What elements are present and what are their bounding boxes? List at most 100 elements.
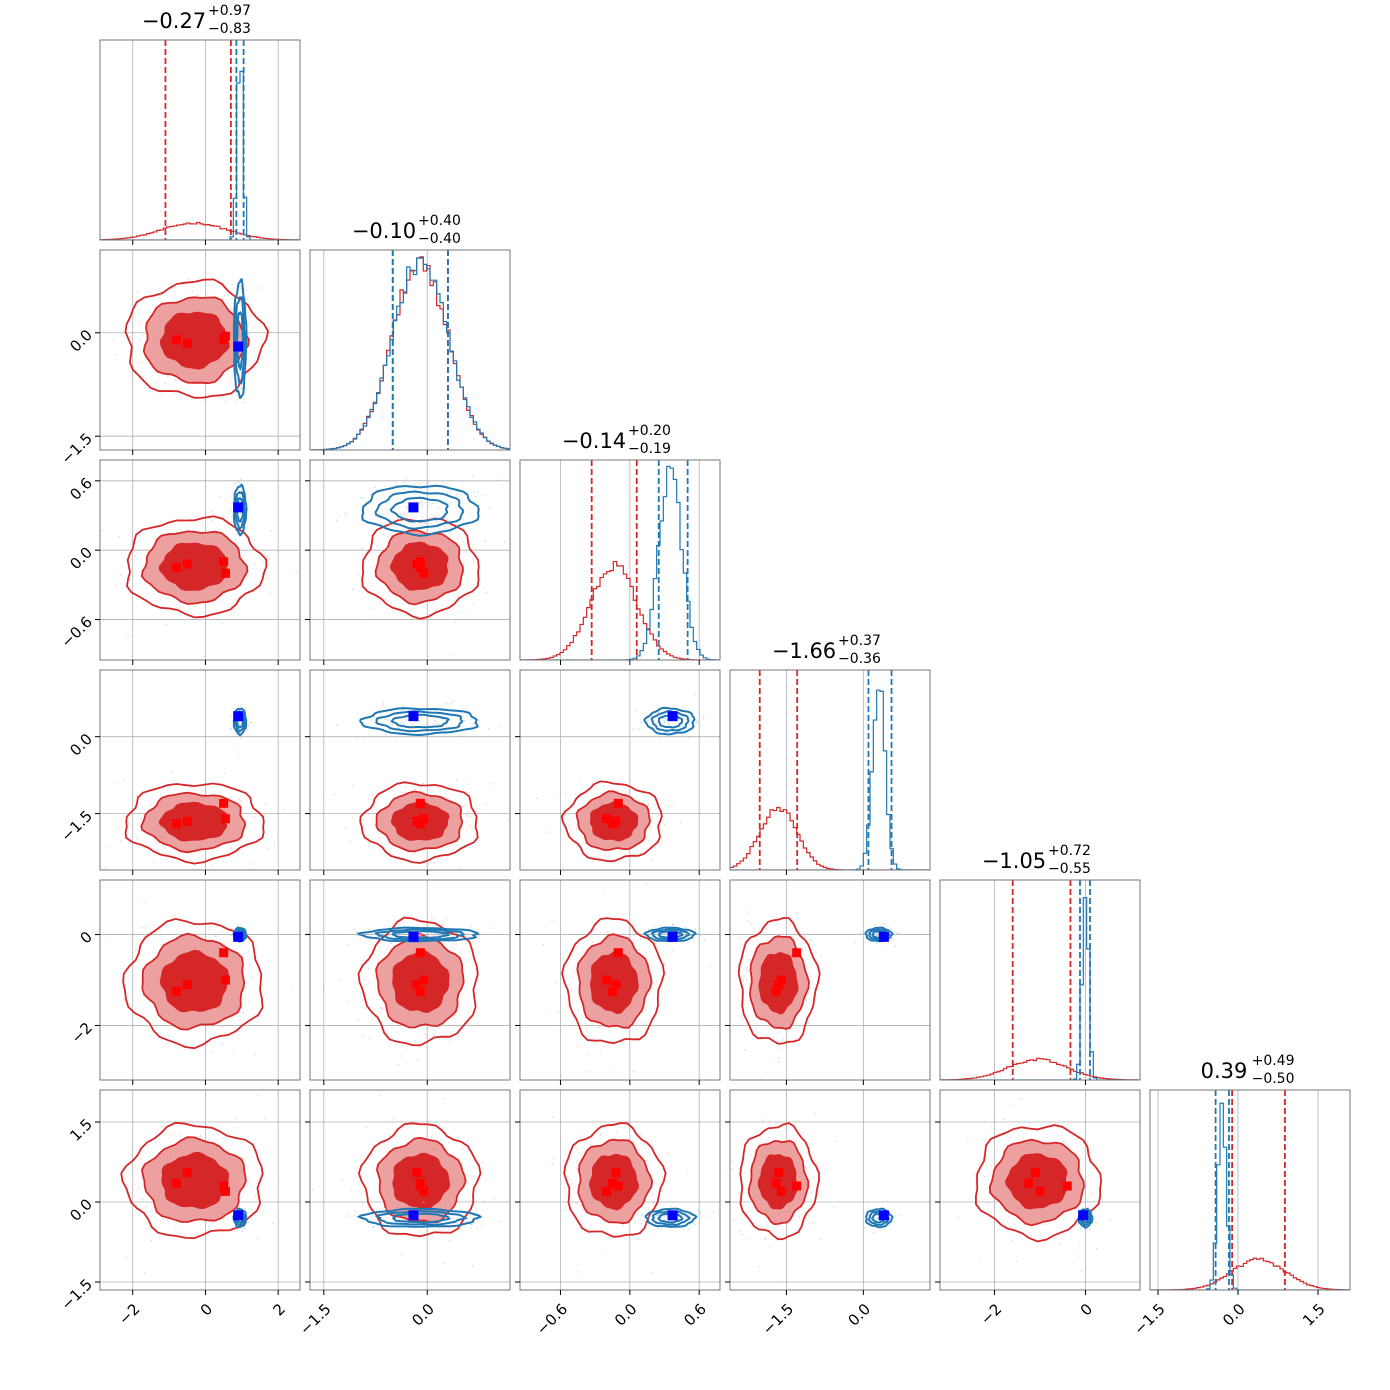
red-sample-dot <box>1008 1216 1011 1218</box>
blue-sample-dot <box>470 925 473 928</box>
red-sample-dot <box>333 793 336 796</box>
red-marker <box>415 557 425 567</box>
panel-frame <box>519 879 721 1081</box>
red-sample-dot <box>786 1222 789 1225</box>
red-sample-dot <box>119 574 122 577</box>
red-sample-dot <box>444 1262 446 1264</box>
red-sample-dot <box>387 535 389 538</box>
blue-sample-dot <box>639 938 642 941</box>
red-marker <box>182 816 192 826</box>
panel-frame <box>99 39 301 241</box>
blue-sample-dot <box>658 738 661 740</box>
red-sample-dot <box>236 1126 238 1129</box>
red-sample-dot <box>346 1000 348 1003</box>
red-histogram <box>520 560 720 660</box>
red-sample-dot <box>139 321 142 324</box>
blue-sample-dot <box>478 719 481 722</box>
red-sample-dot <box>214 935 216 938</box>
blue-sample-dot <box>433 720 436 722</box>
red-sample-dot <box>140 926 143 929</box>
red-sample-dot <box>399 1055 402 1057</box>
blue-sample-dot <box>632 728 635 730</box>
blue-sample-dot <box>231 721 234 723</box>
red-marker <box>611 1168 621 1178</box>
blue-sample-dot <box>648 933 651 936</box>
blue-marker <box>878 931 889 942</box>
blue-contour <box>232 278 248 400</box>
red-marker <box>1062 1181 1072 1191</box>
red-sample-dot <box>824 1169 827 1172</box>
red-sample-dot <box>372 608 374 610</box>
red-marker <box>171 986 181 996</box>
red-sample-dot <box>812 987 815 990</box>
red-sample-dot <box>551 1163 553 1165</box>
blue-sample-dot <box>454 932 456 935</box>
blue-sample-dot <box>241 1227 244 1230</box>
red-sample-dot <box>82 990 84 992</box>
red-sample-dot <box>239 801 241 804</box>
blue-sample-dot <box>638 729 640 731</box>
blue-sample-dot <box>438 934 441 936</box>
red-sample-dot <box>350 1189 352 1191</box>
x-tick-label: 0.0 <box>1219 1300 1249 1330</box>
red-sample-dot <box>194 887 196 889</box>
blue-sample-dot <box>660 1228 662 1231</box>
red-sample-dot <box>580 1204 583 1206</box>
red-sample-dot <box>248 1000 251 1003</box>
blue-sample-dot <box>656 721 659 724</box>
red-sample-dot <box>473 602 475 605</box>
red-sample-dot <box>239 799 242 802</box>
blue-sample-dot <box>438 1226 440 1229</box>
red-sample-dot <box>198 850 201 853</box>
red-sample-dot <box>61 972 63 974</box>
panel-3-2 <box>515 669 721 875</box>
red-sample-dot <box>207 929 210 931</box>
blue-sample-dot <box>235 1204 238 1206</box>
blue-sample-dot <box>403 488 405 490</box>
red-sample-dot <box>210 1051 212 1053</box>
red-sample-dot <box>97 1003 99 1005</box>
blue-sample-dot <box>656 1214 659 1216</box>
blue-sample-dot <box>1093 1217 1096 1219</box>
red-marker <box>220 568 230 578</box>
red-sample-dot <box>592 941 594 943</box>
red-marker <box>171 563 181 573</box>
red-marker <box>415 798 425 808</box>
blue-sample-dot <box>421 516 424 518</box>
blue-sample-dot <box>240 738 242 740</box>
red-sample-dot <box>238 1204 241 1207</box>
panel-0-0 <box>99 39 301 245</box>
blue-sample-dot <box>427 506 430 508</box>
red-sample-dot <box>270 530 272 532</box>
blue-sample-dot <box>239 321 242 324</box>
panel-4-1 <box>305 879 511 1085</box>
red-sample-dot <box>556 1030 559 1032</box>
x-tick-label: 0 <box>197 1300 216 1319</box>
blue-sample-dot <box>1095 1221 1098 1224</box>
red-sample-dot <box>426 1133 429 1136</box>
blue-sample-dot <box>854 941 856 943</box>
blue-sample-dot <box>239 736 242 738</box>
blue-contour <box>642 926 697 943</box>
panel-3-1 <box>305 669 511 875</box>
panel-content <box>520 1090 720 1290</box>
blue-sample-dot <box>434 934 437 936</box>
blue-sample-dot <box>395 491 397 493</box>
red-sample-dot <box>990 1127 993 1129</box>
panel-frame <box>99 669 301 871</box>
red-sample-dot <box>604 892 607 895</box>
blue-contour <box>232 707 248 737</box>
x-tick-label: 0.0 <box>844 1300 874 1330</box>
blue-sample-dot <box>241 387 243 390</box>
red-sample-dot <box>795 1140 797 1142</box>
blue-sample-dot <box>677 1217 680 1220</box>
blue-sample-dot <box>481 1225 484 1227</box>
red-sample-dot <box>173 1132 175 1134</box>
red-sample-dot <box>224 943 226 946</box>
red-sample-dot <box>150 803 153 806</box>
red-sample-dot <box>564 980 567 982</box>
blue-sample-dot <box>356 737 358 739</box>
red-sample-dot <box>253 563 256 566</box>
red-sample-dot <box>805 1000 807 1002</box>
red-sample-dot <box>618 849 621 852</box>
